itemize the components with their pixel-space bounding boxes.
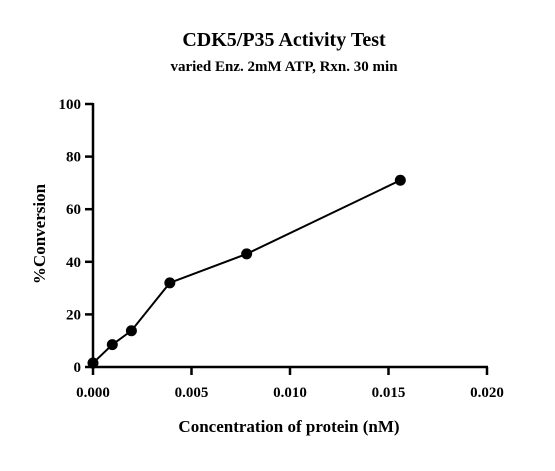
- data-point: [394, 174, 406, 186]
- chart-title: CDK5/P35 Activity Test: [182, 29, 386, 51]
- data-point: [241, 248, 253, 260]
- y-tick-label: 60: [66, 202, 81, 218]
- x-tick-label: 0.010: [273, 385, 307, 401]
- series: [87, 174, 406, 369]
- y-ticks: 0 20 40 60 80 100: [59, 97, 93, 376]
- x-tick-label: 0.020: [470, 385, 504, 401]
- data-point: [87, 357, 99, 369]
- y-axis-label: %Conversion: [30, 183, 49, 284]
- y-tick-label: 40: [66, 255, 81, 271]
- series-line: [92, 179, 401, 364]
- y-tick-label: 100: [59, 97, 82, 113]
- x-ticks: 0.000 0.005 0.010 0.015 0.020: [76, 367, 504, 401]
- x-axis-label: Concentration of protein (nM): [178, 417, 399, 436]
- data-point: [164, 277, 176, 289]
- x-tick-label: 0.000: [76, 385, 110, 401]
- chart-subtitle: varied Enz. 2mM ATP, Rxn. 30 min: [170, 59, 398, 75]
- y-tick-label: 20: [66, 307, 81, 323]
- data-point: [106, 339, 118, 351]
- x-tick-label: 0.015: [372, 385, 406, 401]
- y-tick-label: 80: [66, 150, 81, 166]
- data-point: [125, 325, 137, 337]
- y-tick-label: 0: [74, 360, 82, 376]
- x-tick-label: 0.005: [175, 385, 209, 401]
- axes: [91, 103, 488, 369]
